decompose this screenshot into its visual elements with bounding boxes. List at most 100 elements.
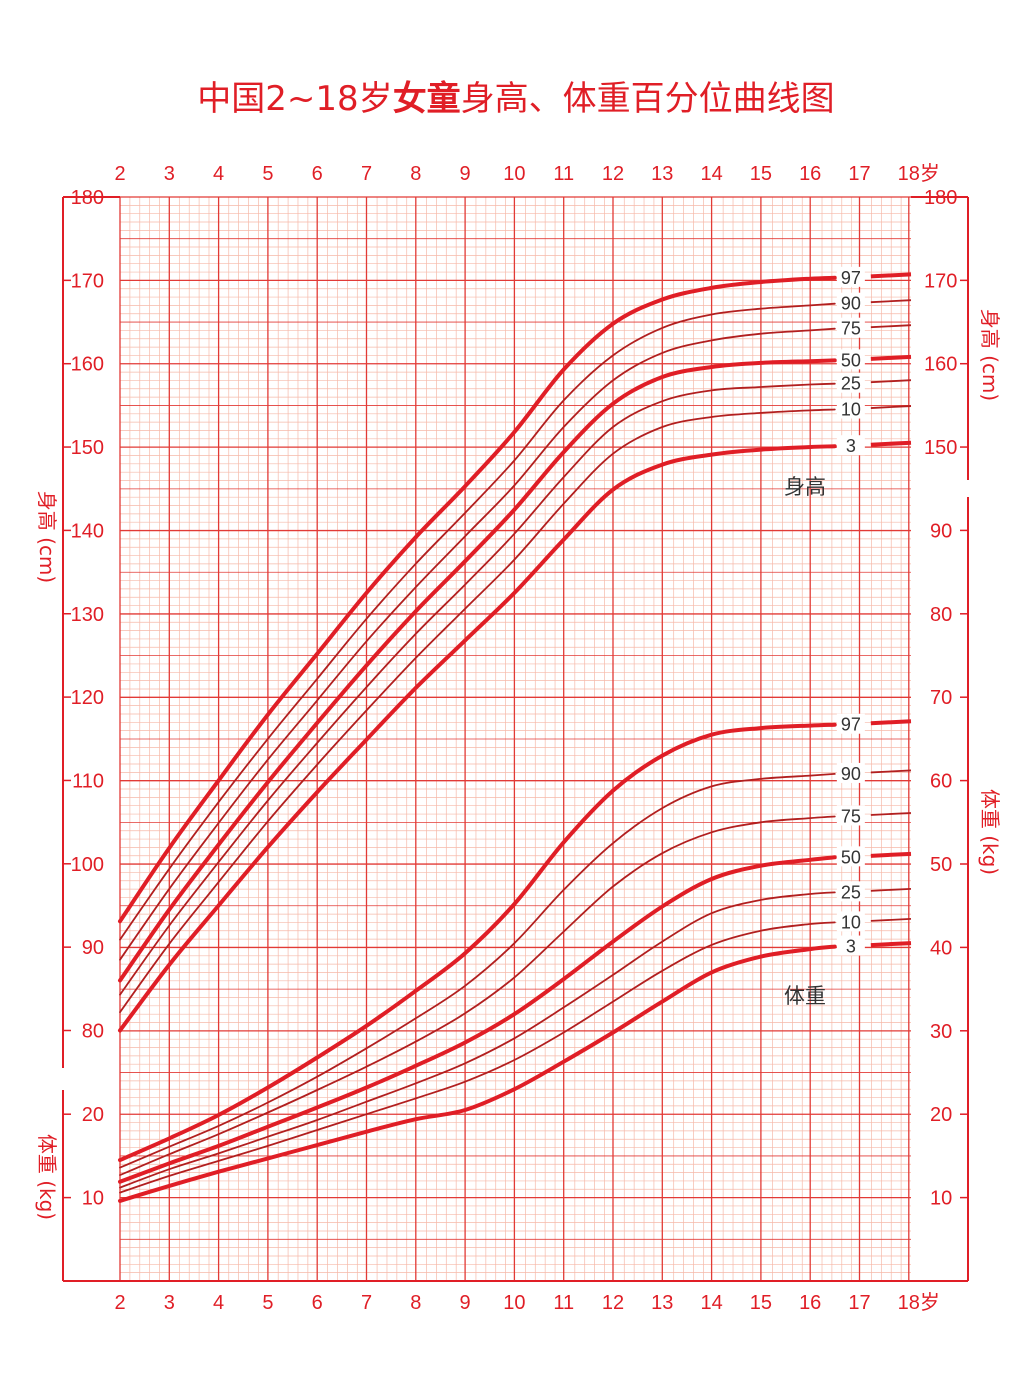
weight-curve-tail-p3 — [870, 941, 912, 948]
percentile-curves — [118, 272, 912, 1203]
age-tick-top: 5 — [262, 163, 273, 185]
weight-tick-right: 90 — [930, 520, 952, 542]
height-percentile-label-p75: 75 — [841, 319, 861, 339]
age-tick-bottom: 17 — [848, 1292, 870, 1314]
height-tick-left: 160 — [71, 354, 104, 376]
age-tick-top: 2 — [114, 163, 125, 185]
weight-curve-tail-p50 — [870, 851, 912, 858]
height-curve-tail-p97 — [870, 272, 912, 279]
age-tick-top: 14 — [700, 163, 722, 185]
height-label-bg — [836, 372, 865, 393]
height-label-bg — [836, 349, 865, 370]
height-curve-p3 — [118, 444, 837, 1033]
title-prefix: 中国2~18岁 — [197, 79, 392, 119]
height-tick-left: 140 — [71, 520, 104, 542]
height-tick-left: 170 — [71, 270, 104, 292]
title-suffix: 身高、体重百分位曲线图 — [461, 79, 835, 119]
weight-tick-right: 40 — [930, 937, 952, 959]
height-tick-right: 160 — [924, 354, 957, 376]
age-tick-top: 9 — [460, 163, 471, 185]
weight-percentile-label-p10: 10 — [841, 912, 861, 932]
weight-curve-tail-p10 — [870, 917, 912, 922]
age-tick-top: 4 — [213, 163, 224, 185]
height-percentile-label-p3: 3 — [846, 436, 856, 456]
height-percentile-label-p25: 25 — [841, 374, 861, 394]
height-percentile-label-p97: 97 — [841, 268, 861, 288]
height-percentile-label-p90: 90 — [841, 294, 861, 314]
title-bold: 女童 — [393, 79, 461, 119]
height-curve-tail-p10 — [870, 405, 912, 409]
weight-axis-label-right: 体重 (kg) — [978, 789, 1002, 875]
age-tick-bottom: 3 — [164, 1292, 175, 1314]
weight-label-bg — [836, 762, 865, 783]
age-tick-bottom: 10 — [503, 1292, 525, 1314]
weight-percentile-label-p3: 3 — [846, 937, 856, 957]
weight-curve-tail-p97 — [870, 719, 912, 726]
height-tick-right: 180 — [924, 187, 957, 209]
age-tick-bottom: 4 — [213, 1292, 224, 1314]
weight-curve-p50 — [118, 855, 837, 1184]
height-curve-p25 — [119, 382, 836, 996]
axis-ticks: 2 2 3 3 4 4 5 5 6 6 7 7 8 8 9 9 10 10 11 11 12 12 13 13 14 14 15 15… — [63, 162, 968, 1314]
age-tick-bottom: 15 — [750, 1292, 772, 1314]
weight-label-bg — [836, 911, 865, 932]
height-tick-left: 180 — [71, 187, 104, 209]
height-percentile-label-p50: 50 — [841, 350, 861, 370]
grid — [119, 196, 911, 1282]
weight-tick-right: 50 — [930, 854, 952, 876]
age-tick-bottom: 9 — [460, 1292, 471, 1314]
height-tick-left: 150 — [71, 437, 104, 459]
weight-curve-p10 — [119, 921, 836, 1194]
weight-tick-right: 80 — [930, 604, 952, 626]
height-tick-right: 170 — [924, 270, 957, 292]
height-tick-left: 80 — [82, 1021, 104, 1043]
weight-axis-label-left: 体重 (kg) — [35, 1134, 59, 1220]
height-curve-p97 — [118, 275, 837, 924]
age-tick-bottom: 14 — [700, 1292, 722, 1314]
age-tick-top: 18岁 — [898, 162, 940, 185]
weight-percentile-label-p50: 50 — [841, 847, 861, 867]
age-tick-top: 3 — [164, 163, 175, 185]
age-tick-bottom: 5 — [262, 1292, 273, 1314]
age-tick-bottom: 7 — [361, 1292, 372, 1314]
height-label-bg — [836, 435, 865, 456]
height-label-bg — [836, 398, 865, 419]
height-curve-tail-p50 — [870, 354, 912, 361]
weight-curve-p75 — [119, 815, 836, 1176]
height-tick-left: 130 — [71, 604, 104, 626]
age-tick-bottom: 2 — [114, 1292, 125, 1314]
height-curve-p10 — [119, 408, 836, 1014]
height-curve-tail-p75 — [870, 324, 912, 329]
weight-tick-right: 30 — [930, 1021, 952, 1043]
weight-curve-p97 — [118, 722, 837, 1163]
weight-curve-tail-p90 — [870, 769, 912, 774]
age-tick-bottom: 13 — [651, 1292, 673, 1314]
weight-percentile-label-p75: 75 — [841, 806, 861, 826]
weight-label-bg — [836, 713, 865, 734]
weight-tick-right: 20 — [930, 1104, 952, 1126]
age-tick-top: 11 — [553, 163, 574, 185]
chart-title: 中国2~18岁女童身高、体重百分位曲线图 — [197, 79, 834, 119]
weight-curve-p3 — [118, 944, 837, 1203]
weight-curve-tail-p75 — [870, 812, 912, 816]
percentile-labels: 97 90 75 50 25 10 3 97 90 75 50 25 10 3 — [836, 266, 865, 957]
weight-tick-right: 60 — [930, 771, 952, 793]
weight-percentile-label-p97: 97 — [841, 715, 861, 735]
weight-label-bg — [836, 881, 865, 902]
height-tick-left: 90 — [82, 937, 104, 959]
age-tick-top: 16 — [799, 163, 821, 185]
height-label-bg — [836, 266, 865, 287]
age-tick-bottom: 16 — [799, 1292, 821, 1314]
weight-tick-left: 20 — [82, 1104, 104, 1126]
age-tick-top: 6 — [312, 163, 323, 185]
weight-label-bg — [836, 805, 865, 826]
weight-label-bg — [836, 935, 865, 956]
age-tick-bottom: 11 — [553, 1292, 574, 1314]
height-tick-left: 100 — [71, 854, 104, 876]
weight-percentile-label-p90: 90 — [841, 764, 861, 784]
age-tick-top: 13 — [651, 163, 673, 185]
height-label-bg — [836, 292, 865, 313]
weight-section-label: 体重 — [784, 984, 826, 1008]
height-curve-p75 — [119, 327, 836, 961]
weight-curve-p90 — [119, 773, 836, 1169]
